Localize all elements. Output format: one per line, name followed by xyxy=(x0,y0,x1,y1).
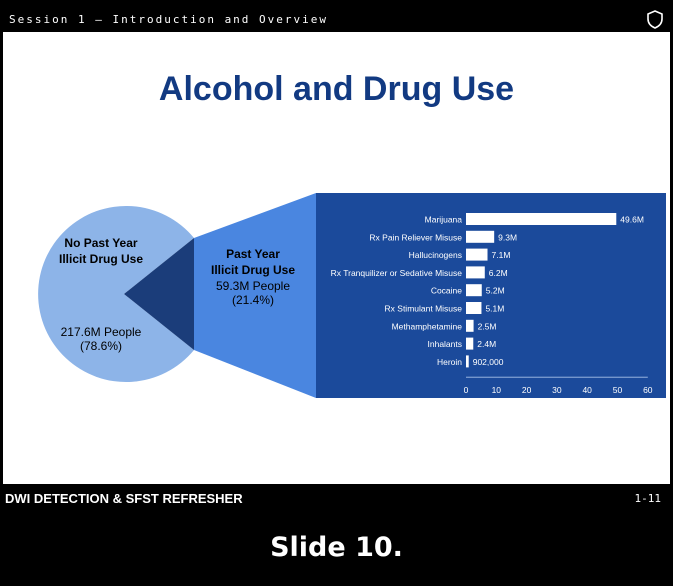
tick-label: 30 xyxy=(552,385,562,395)
data-label: 2.5M xyxy=(478,321,497,331)
pie-slice-use-exploded xyxy=(194,193,316,398)
bar-chart-panel: Marijuana 49.6M Rx Pain Reliever Misuse 9.3… xyxy=(316,193,666,398)
tick-label: 10 xyxy=(492,385,502,395)
slide-title: Alcohol and Drug Use xyxy=(158,70,515,108)
pie-slice-use-wedge xyxy=(124,238,194,350)
data-label: 9.3M xyxy=(498,232,517,242)
session-title: Session 1 – Introduction and Overview xyxy=(9,13,329,26)
use-people: 59.3M People xyxy=(215,279,291,293)
data-label: 5.2M xyxy=(486,286,505,296)
bar xyxy=(466,302,482,314)
bar-chart: Marijuana 49.6M Rx Pain Reliever Misuse 9.3… xyxy=(331,213,653,395)
tick-label: 40 xyxy=(582,385,592,395)
data-label: 7.1M xyxy=(492,250,511,260)
slide-caption: Slide 10. xyxy=(270,532,403,563)
category-label: Rx Tranquilizer or Sedative Misuse xyxy=(331,268,463,278)
tick-label: 0 xyxy=(464,385,469,395)
tick-label: 50 xyxy=(613,385,623,395)
bar xyxy=(466,213,617,225)
bar xyxy=(466,248,488,261)
category-label: Marijuana xyxy=(425,215,463,225)
data-label: 6.2M xyxy=(489,268,508,278)
category-label: Cocaine xyxy=(431,286,462,296)
bar xyxy=(466,284,482,297)
slide: Session 1 – Introduction and Overview Al… xyxy=(3,7,670,484)
bar xyxy=(466,319,474,332)
data-label: 5.1M xyxy=(485,304,504,314)
no-use-people: 217.6M People xyxy=(60,325,142,339)
use-label-line2: Illicit Drug Use xyxy=(210,263,296,277)
shield-icon xyxy=(647,10,663,29)
bar xyxy=(466,266,485,279)
pie-graphic xyxy=(38,193,316,398)
no-use-label-line2: Illicit Drug Use xyxy=(58,252,144,266)
category-label: Methamphetamine xyxy=(392,321,463,331)
no-use-percent: (78.6%) xyxy=(79,339,123,353)
category-label: Hallucinogens xyxy=(409,250,462,260)
category-label: Rx Stimulant Misuse xyxy=(385,304,463,314)
bar xyxy=(466,355,469,368)
category-label: Rx Pain Reliever Misuse xyxy=(369,232,462,242)
use-percent: (21.4%) xyxy=(231,293,275,307)
data-label: 2.4M xyxy=(477,339,496,349)
bar xyxy=(466,337,474,350)
data-label: 902,000 xyxy=(473,357,504,367)
footer-bar: DWI DETECTION & SFST REFRESHER 1-11 xyxy=(0,486,673,511)
category-label: Heroin xyxy=(437,357,462,367)
data-label: 49.6M xyxy=(620,215,644,225)
category-label: Inhalants xyxy=(428,339,463,349)
bar xyxy=(466,230,495,243)
tick-label: 60 xyxy=(643,385,653,395)
pie-slice-no-use xyxy=(38,206,194,382)
no-use-label-line1: No Past Year xyxy=(64,236,138,250)
use-label-line1: Past Year xyxy=(226,247,280,261)
session-header-bar: Session 1 – Introduction and Overview xyxy=(3,7,670,32)
tick-label: 20 xyxy=(522,385,532,395)
footer-title: DWI DETECTION & SFST REFRESHER xyxy=(5,491,243,506)
page-number: 1-11 xyxy=(634,492,662,505)
